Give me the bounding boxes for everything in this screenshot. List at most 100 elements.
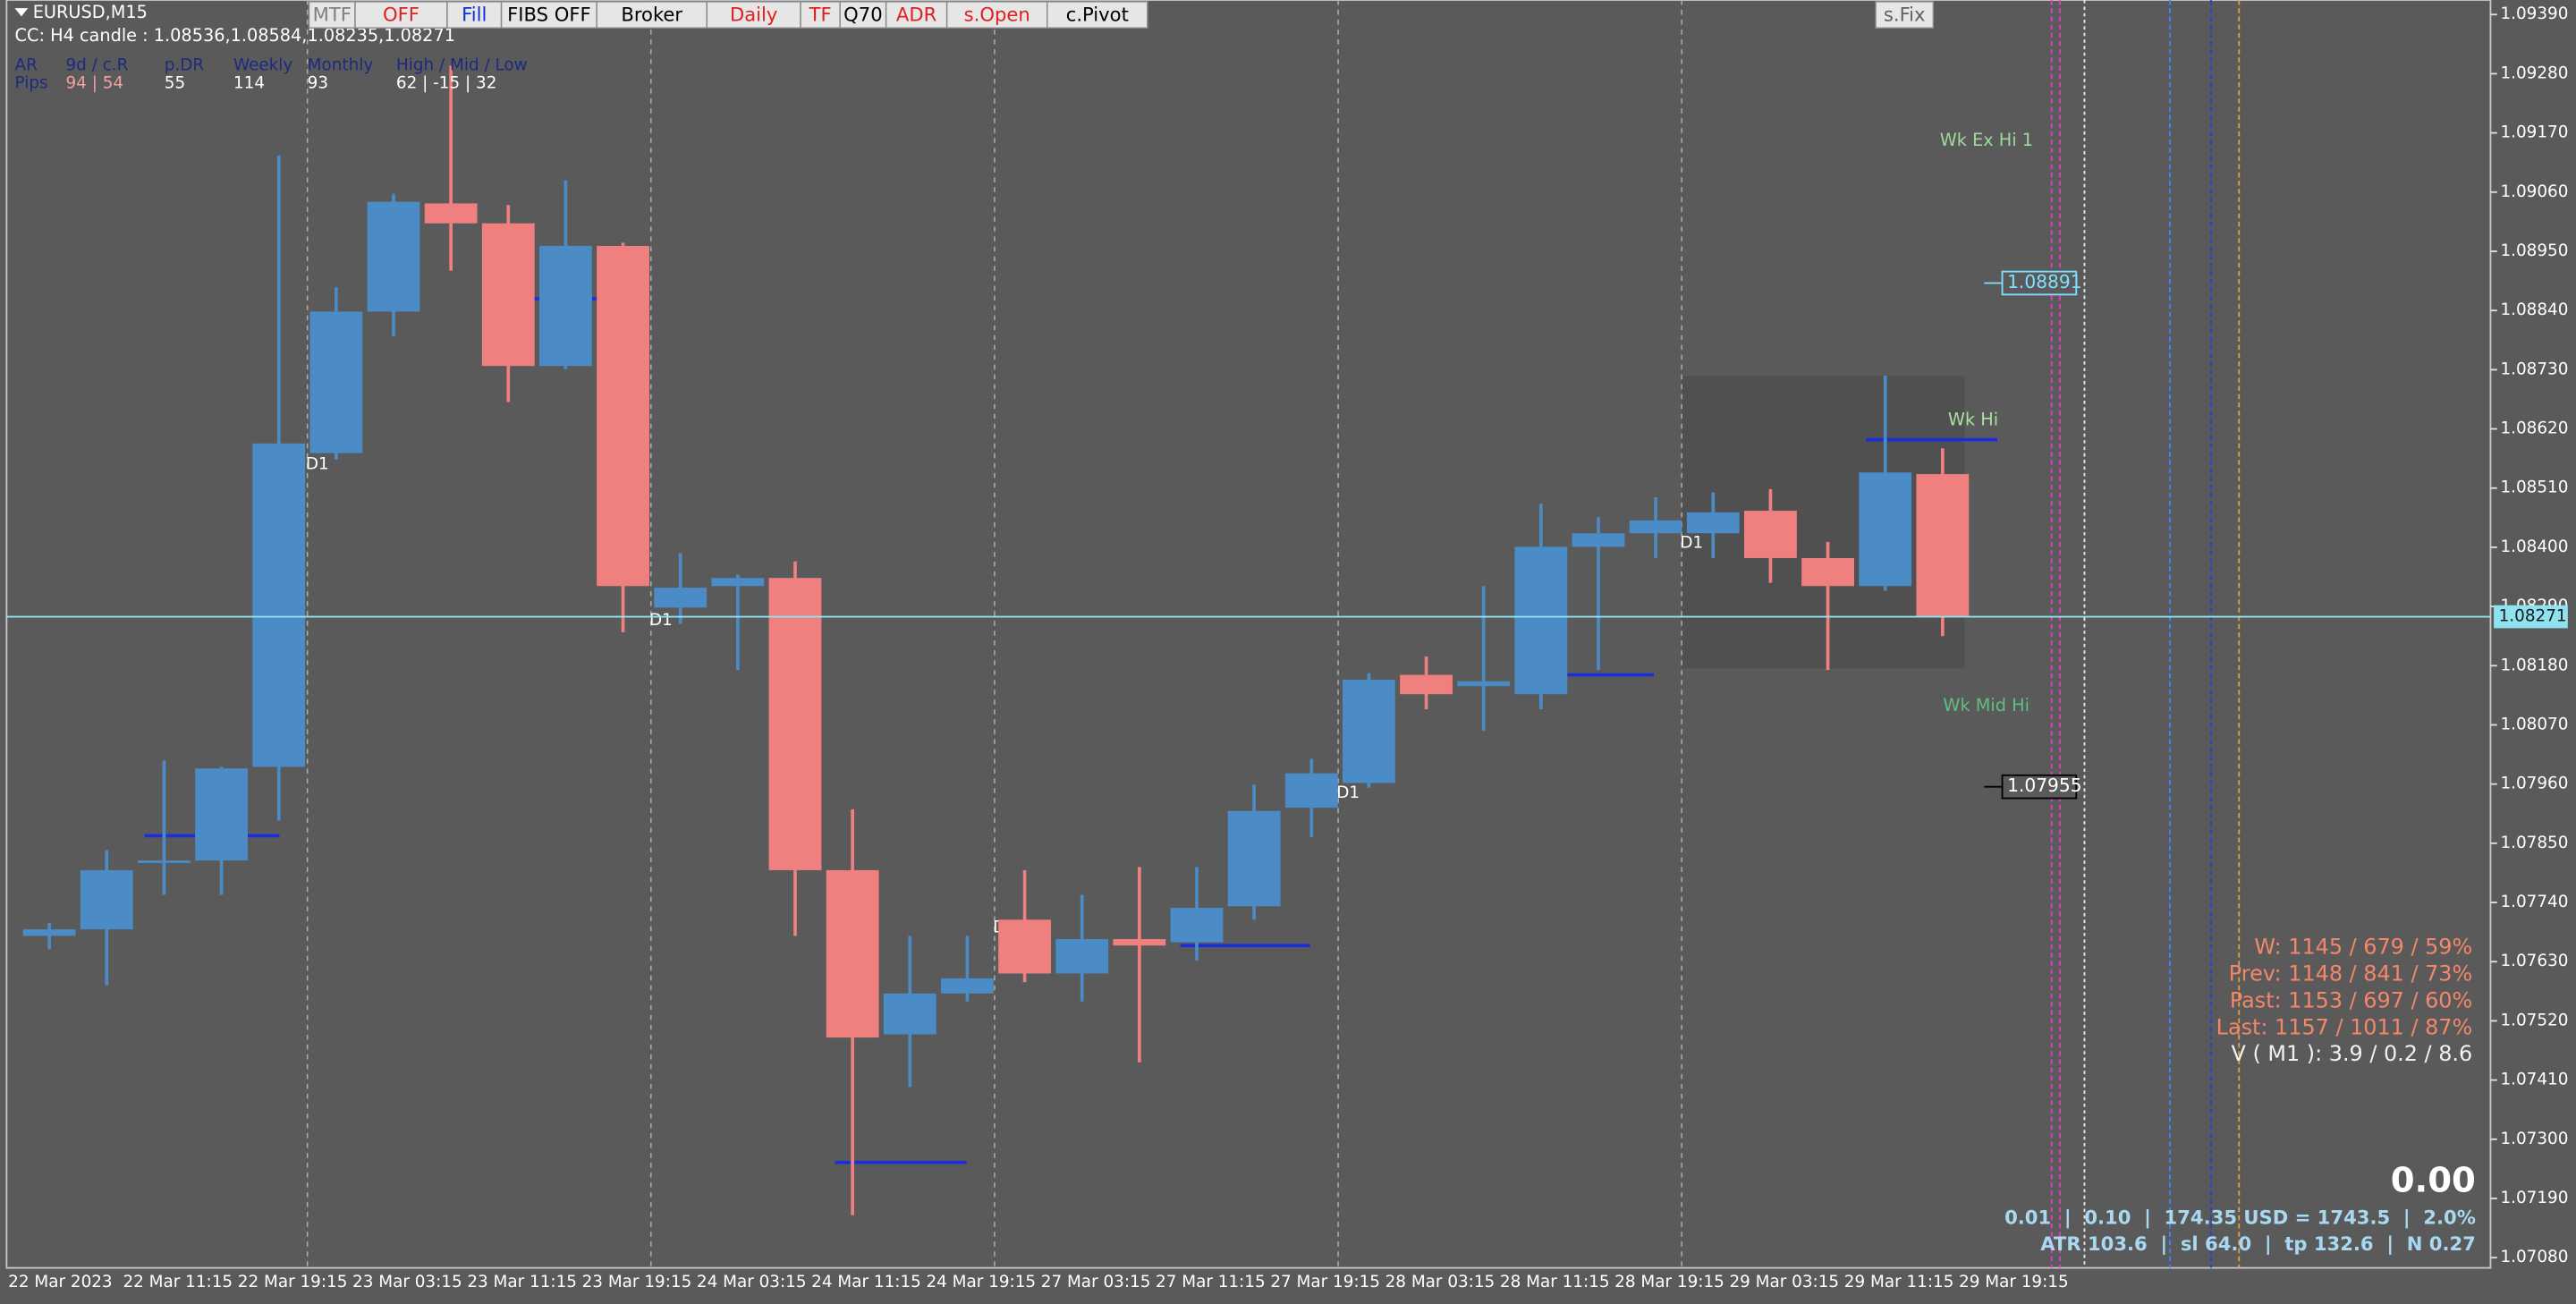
y-tick-label: 1.07520 <box>2500 1011 2568 1029</box>
right-vertical-lines <box>2050 0 2241 1268</box>
button-label[interactable]: MTF <box>313 3 352 25</box>
toolbar-button[interactable]: Daily <box>706 1 801 29</box>
candle-body <box>1343 679 1395 783</box>
x-tick-label: 22 Mar 19:15 <box>238 1273 348 1291</box>
y-tick-label: 1.09280 <box>2500 64 2568 82</box>
button-label[interactable]: Fill <box>462 3 487 25</box>
candle-body <box>1629 520 1682 534</box>
toolbar-button[interactable]: s.Fix <box>1875 1 1935 29</box>
x-tick-label: 28 Mar 19:15 <box>1614 1273 1724 1291</box>
toolbar-button[interactable]: ADR <box>885 1 948 29</box>
candle-body <box>1227 810 1281 907</box>
x-tick-label: 28 Mar 11:15 <box>1500 1273 1610 1291</box>
info-cell: Monthly <box>308 55 374 74</box>
y-tick-label: 1.07850 <box>2500 834 2568 852</box>
level-annotation: Wk Hi <box>1948 409 1998 429</box>
current-price-box <box>2494 605 2568 629</box>
candle-body <box>195 768 248 861</box>
price-label: 1.07955 <box>2007 775 2082 796</box>
candle-body <box>1113 938 1166 946</box>
day-marker: D1 <box>1336 783 1360 802</box>
candle-body <box>1744 511 1797 558</box>
x-tick-label: 29 Mar 19:15 <box>1959 1273 2069 1291</box>
candle-body <box>539 245 592 367</box>
x-tick-label: 27 Mar 19:15 <box>1270 1273 1380 1291</box>
x-tick-label: 23 Mar 19:15 <box>582 1273 692 1291</box>
toolbar-button[interactable]: Broker <box>596 1 708 29</box>
lot-info: 0.01 | 0.10 | 174.35 USD = 1743.5 | 2.0% <box>2004 1207 2476 1230</box>
button-face[interactable] <box>706 1 801 29</box>
info-cell: 93 <box>308 74 328 93</box>
y-tick-label: 1.09390 <box>2500 4 2568 23</box>
button-label[interactable]: OFF <box>383 3 419 25</box>
candle-body <box>1514 546 1568 695</box>
candle-body <box>826 869 879 1038</box>
toolbar-button[interactable]: s.Open <box>945 1 1048 29</box>
x-tick-label: 22 Mar 11:15 <box>123 1273 233 1291</box>
toolbar-button[interactable]: OFF <box>354 1 448 29</box>
toolbar-button[interactable]: Q70 <box>839 1 887 29</box>
button-label[interactable]: Broker <box>621 3 682 25</box>
candle-info: CC: H4 candle : 1.08536,1.08584,1.08235,… <box>15 25 455 46</box>
candle-body <box>1801 557 1854 587</box>
button-label[interactable]: s.Fix <box>1884 3 1926 25</box>
menu-triangle[interactable] <box>14 8 29 17</box>
toolbar-button[interactable]: Fill <box>446 1 503 29</box>
volume-stats: V ( M1 ): 3.9 / 0.2 / 8.6 <box>2232 1041 2473 1066</box>
y-tick-label: 1.08400 <box>2500 538 2568 556</box>
toolbar-button[interactable]: TF <box>800 1 841 29</box>
profit: 0.00 <box>2391 1161 2476 1201</box>
button-face[interactable] <box>308 1 356 29</box>
y-tick-label: 1.07300 <box>2500 1130 2568 1148</box>
price-label-box <box>2001 270 2078 296</box>
stats-line: Last: 1157 / 1011 / 87% <box>2216 1014 2473 1039</box>
toolbar-button[interactable]: FIBS OFF <box>500 1 597 29</box>
info-cell: Weekly <box>233 55 292 74</box>
x-tick-label: 22 Mar 2023 <box>8 1273 112 1291</box>
info-cell: 9d / c.R <box>66 55 129 74</box>
button-label[interactable]: s.Open <box>964 3 1030 25</box>
candle-body <box>1055 938 1109 974</box>
stats-line: Prev: 1148 / 841 / 73% <box>2229 961 2472 986</box>
y-tick-label: 1.07630 <box>2500 952 2568 970</box>
x-tick-label: 27 Mar 11:15 <box>1156 1273 1266 1291</box>
info-cell: AR <box>15 55 38 74</box>
button-label[interactable]: Daily <box>730 3 777 25</box>
candle-body <box>1400 674 1453 695</box>
button-face[interactable] <box>885 1 948 29</box>
day-marker: D1 <box>649 611 673 630</box>
toolbar-button[interactable]: c.Pivot <box>1046 1 1148 29</box>
info-cell: High / Mid / Low <box>396 55 528 74</box>
y-tick-label: 1.07410 <box>2500 1071 2568 1089</box>
button-face[interactable] <box>839 1 887 29</box>
candle-body <box>998 919 1051 974</box>
candle-body <box>1916 474 1970 617</box>
x-tick-label: 24 Mar 19:15 <box>926 1273 1036 1291</box>
candle-body <box>883 993 936 1035</box>
candle-body <box>1859 472 1912 587</box>
button-face[interactable] <box>945 1 1048 29</box>
button-face[interactable] <box>1046 1 1148 29</box>
candle-body <box>941 978 994 994</box>
level-annotation: Wk Mid Hi <box>1943 695 2029 716</box>
x-tick-label: 29 Mar 11:15 <box>1844 1273 1954 1291</box>
candles <box>22 65 1970 1215</box>
button-label[interactable]: ADR <box>896 3 937 25</box>
y-tick-label: 1.08620 <box>2500 419 2568 438</box>
toolbar-button[interactable]: MTF <box>308 1 356 29</box>
button-face[interactable] <box>1875 1 1935 29</box>
y-tick-label: 1.07190 <box>2500 1189 2568 1207</box>
button-face[interactable] <box>446 1 503 29</box>
button-label[interactable]: FIBS OFF <box>507 3 591 25</box>
button-label[interactable]: TF <box>809 3 832 25</box>
info-cell: Pips <box>15 74 48 93</box>
button-label[interactable]: Q70 <box>843 3 883 25</box>
info-cell: 114 <box>233 74 265 93</box>
candle-body <box>1170 908 1224 943</box>
info-cell: 94 | 54 <box>66 74 124 93</box>
x-tick-label: 23 Mar 11:15 <box>467 1273 577 1291</box>
x-tick-label: 24 Mar 03:15 <box>697 1273 807 1291</box>
button-label[interactable]: c.Pivot <box>1066 3 1129 25</box>
candle-body <box>424 203 478 224</box>
toolbar: MTF OFF Fill FIBS OFF Broker Daily TF Q70 ADR s.O… <box>308 1 1935 29</box>
